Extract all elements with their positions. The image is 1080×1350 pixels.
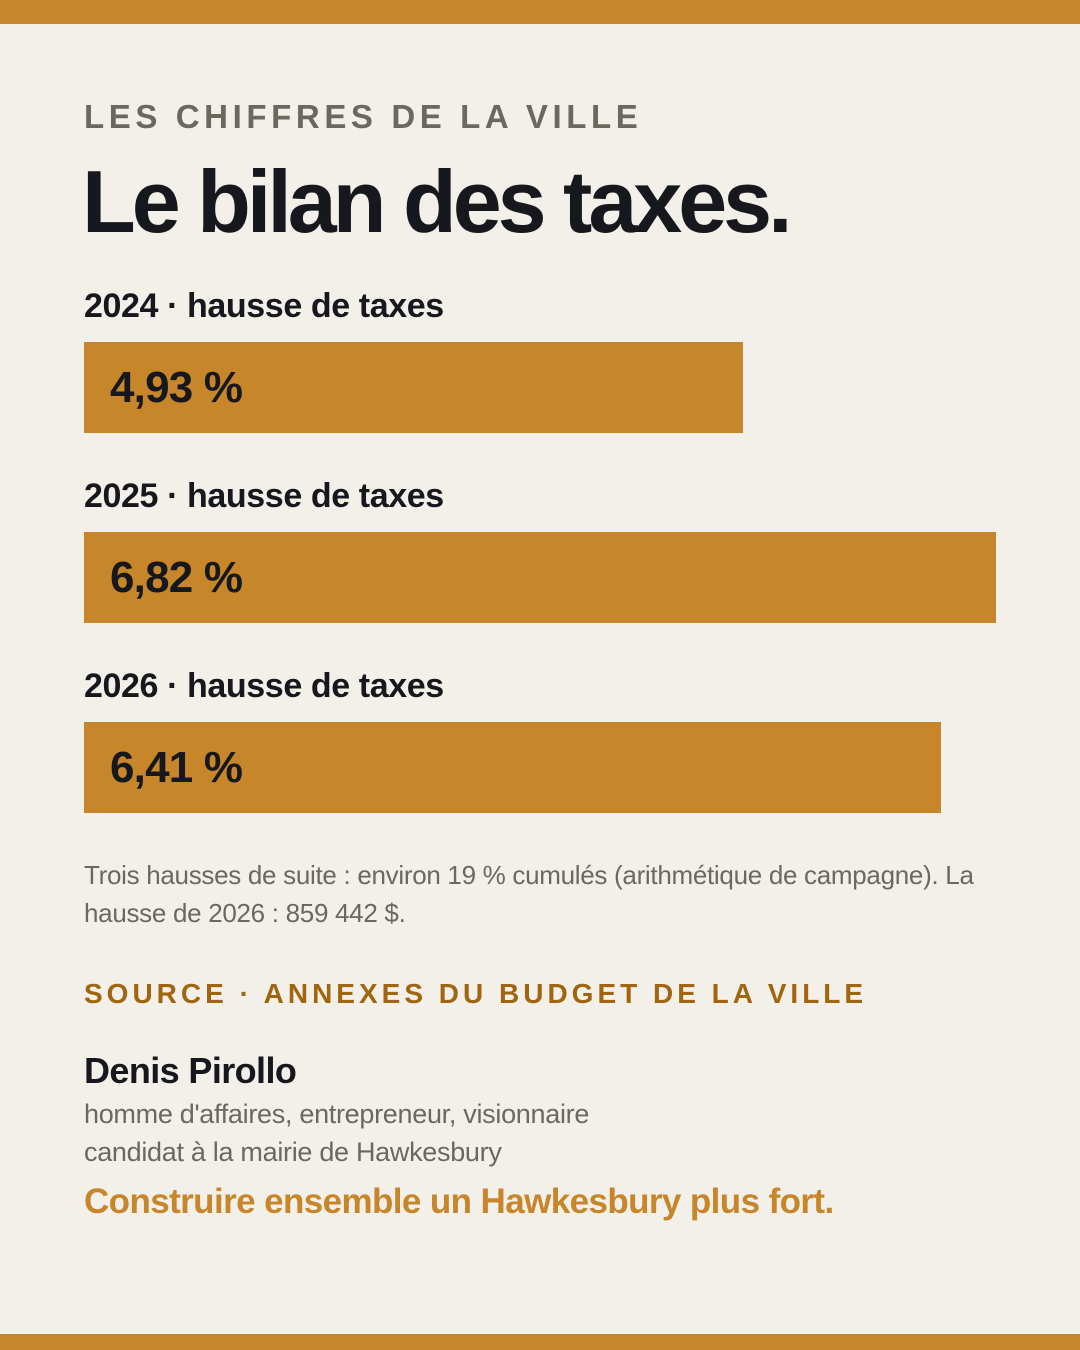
- candidate-name: Denis Pirollo: [84, 1050, 297, 1091]
- candidate-role-line-1: homme d'affaires, entrepreneur, visionna…: [84, 1099, 590, 1129]
- bar-category-label: 2026 · hausse de taxes: [84, 667, 444, 705]
- bar-category-label: 2025 · hausse de taxes: [84, 477, 444, 515]
- kicker: LES CHIFFRES DE LA VILLE: [84, 98, 643, 135]
- bar: [84, 532, 996, 623]
- page-title: Le bilan des taxes.: [82, 152, 793, 251]
- bar: [84, 722, 941, 813]
- chart-note: Trois hausses de suite : environ 19 % cu…: [84, 860, 974, 928]
- bar-value-label: 6,82 %: [110, 553, 243, 602]
- bar-category-label: 2024 · hausse de taxes: [84, 287, 444, 325]
- bar: [84, 342, 743, 433]
- source-line: SOURCE · ANNEXES DU BUDGET DE LA VILLE: [84, 978, 868, 1009]
- bottom-accent-band: [0, 1334, 1080, 1350]
- bar-value-label: 6,41 %: [110, 743, 243, 792]
- bar-value-label: 4,93 %: [110, 363, 243, 412]
- top-accent-band: [0, 0, 1080, 24]
- campaign-slogan: Construire ensemble un Hawkesbury plus f…: [84, 1182, 834, 1221]
- candidate-role-line-2: candidat à la mairie de Hawkesbury: [84, 1137, 502, 1167]
